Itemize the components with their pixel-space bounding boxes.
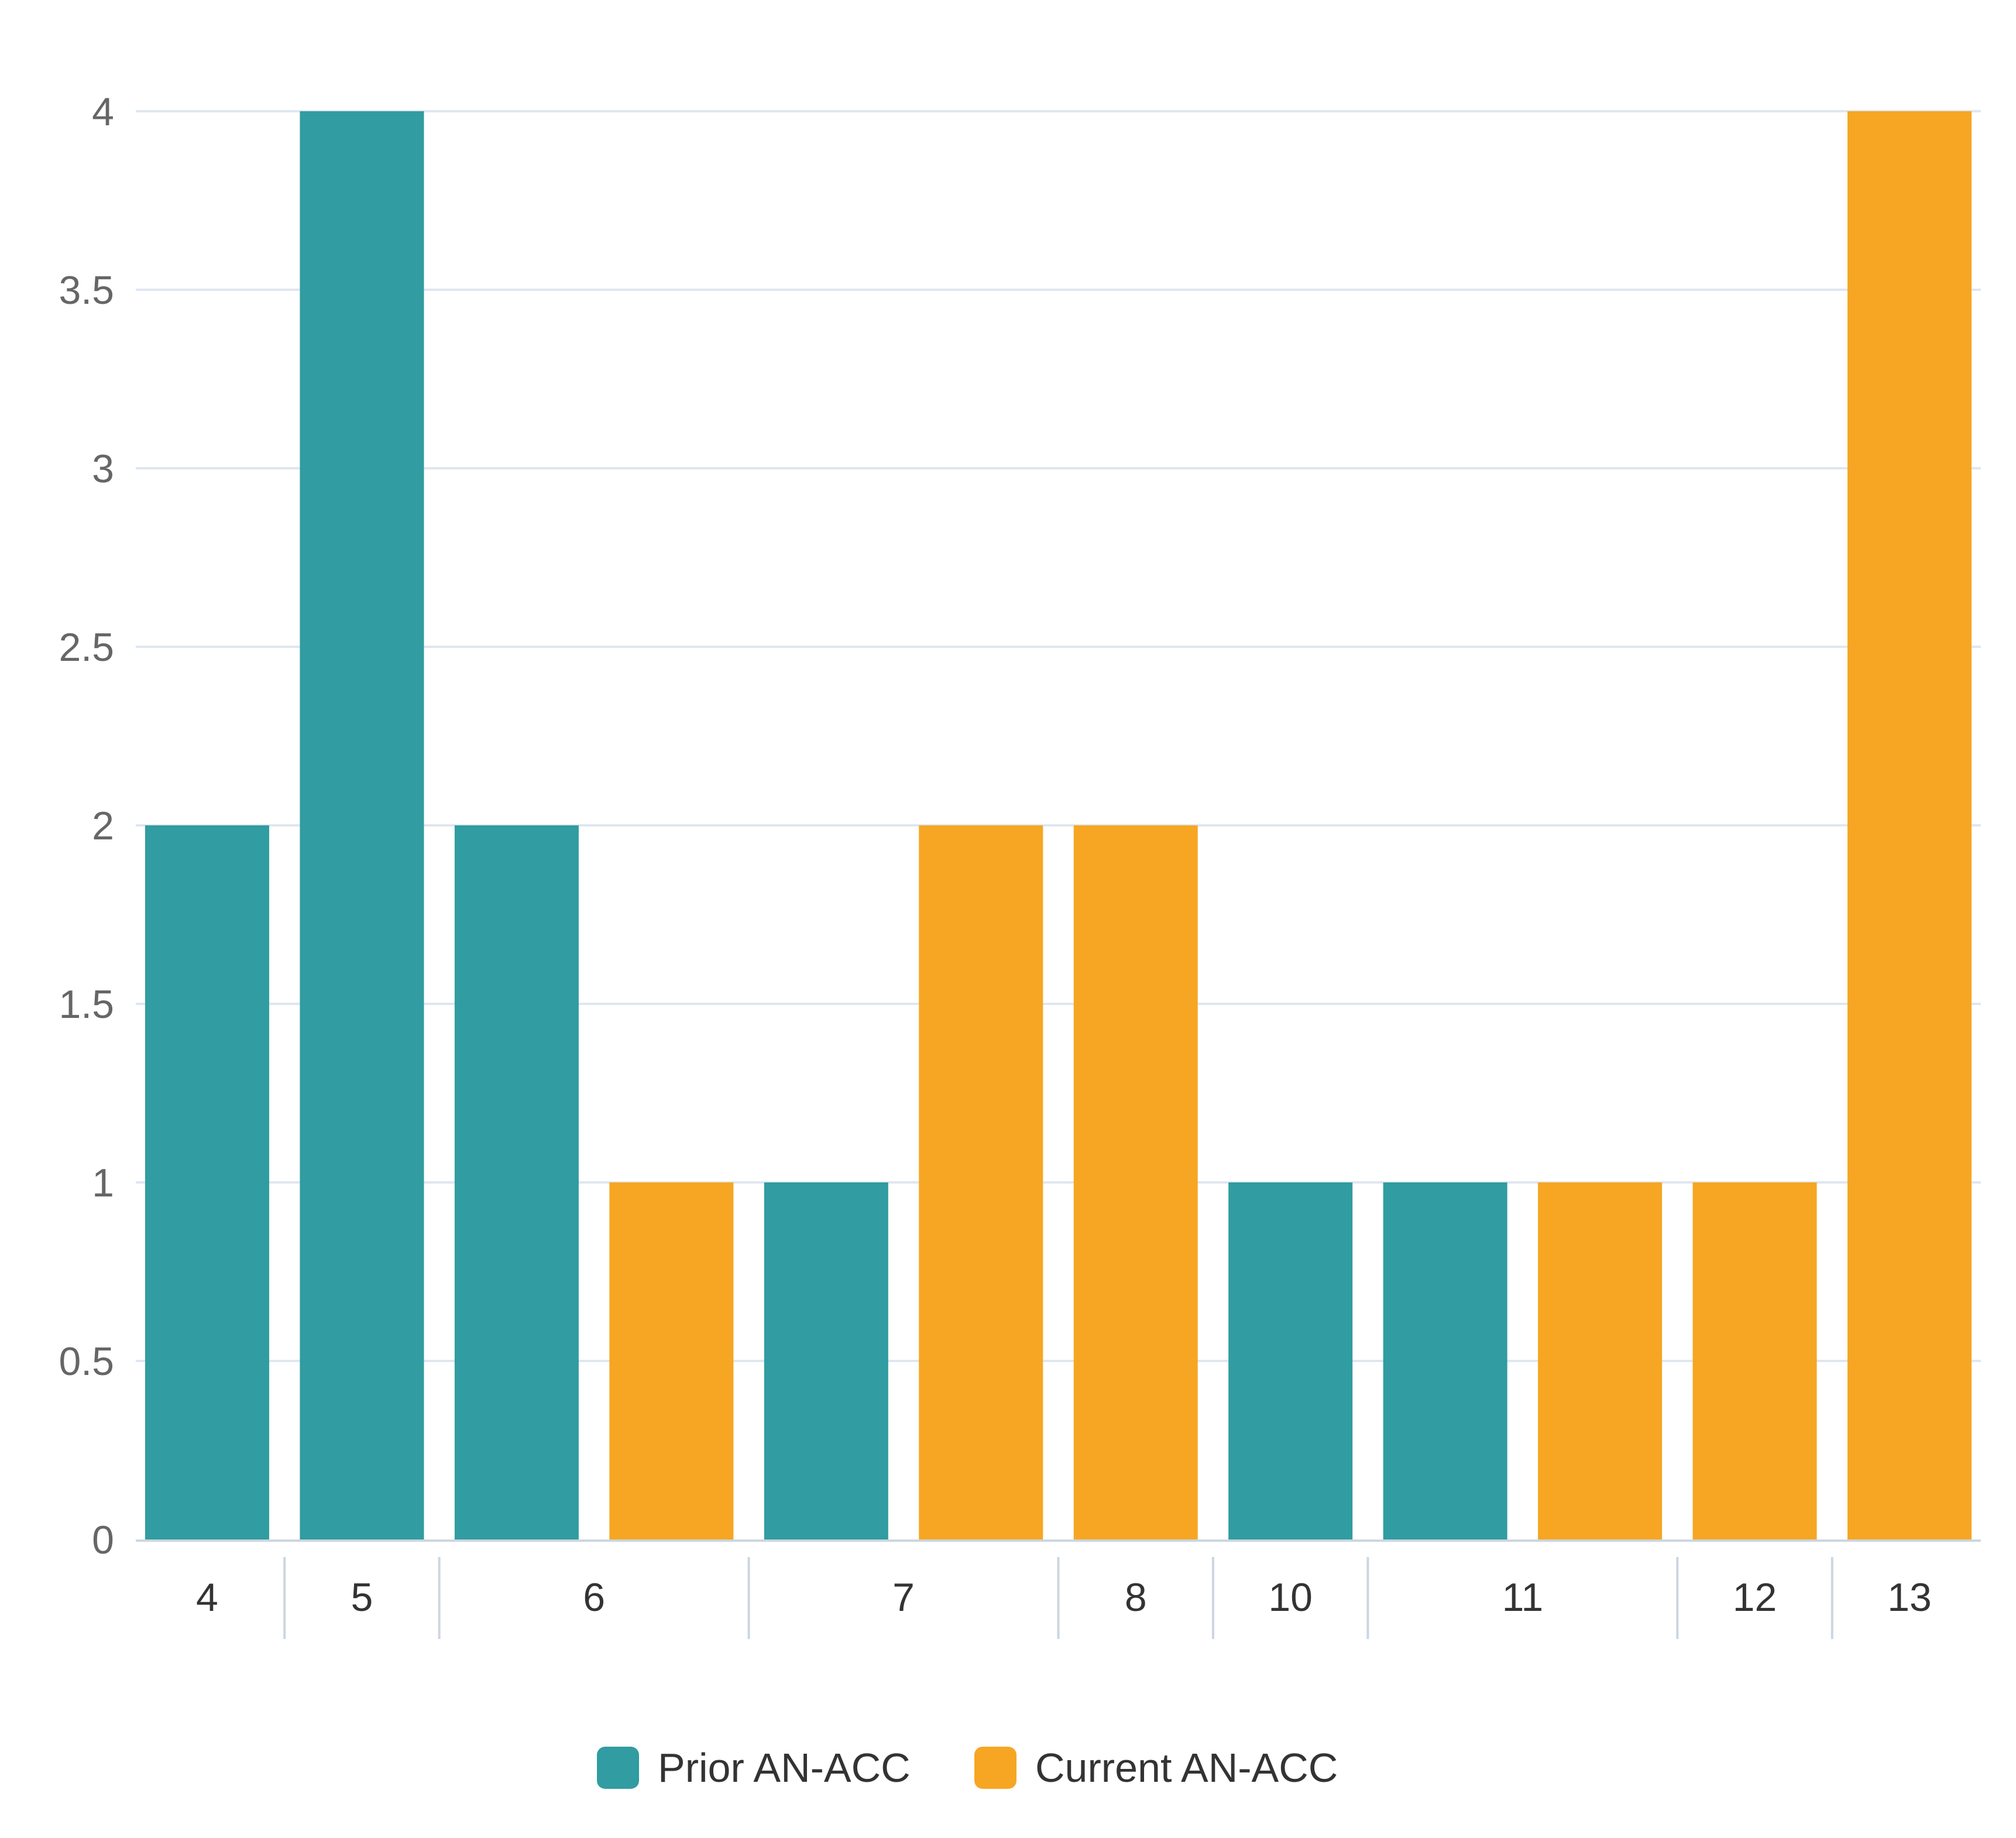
y-tick-label: 0 — [92, 1518, 114, 1562]
legend-swatch — [597, 1747, 639, 1789]
x-tick-label-5: 5 — [351, 1575, 373, 1620]
legend: Prior AN-ACC Current AN-ACC — [597, 1745, 1338, 1791]
y-axis: 0 0.5 1 1.5 2 2.5 3 3.5 4 — [59, 90, 114, 1562]
x-tick-label-11: 11 — [1502, 1575, 1544, 1620]
bar-current-an-acc-12[interactable] — [1692, 1182, 1817, 1539]
x-tick-label-12: 12 — [1733, 1575, 1777, 1620]
x-tick-label-10: 10 — [1268, 1575, 1313, 1620]
y-tick-label: 3 — [92, 447, 114, 491]
bars — [145, 111, 1972, 1539]
bar-prior-an-acc-6[interactable] — [454, 825, 579, 1539]
legend-label: Prior AN-ACC — [658, 1745, 911, 1791]
grid-layer — [136, 110, 1981, 1362]
bar-prior-an-acc-10[interactable] — [1228, 1182, 1353, 1539]
x-tick-label-7: 7 — [892, 1575, 915, 1620]
y-tick-label: 1 — [92, 1161, 114, 1205]
legend-item-prior-an-acc[interactable]: Prior AN-ACC — [597, 1745, 911, 1791]
legend-label: Current AN-ACC — [1035, 1745, 1338, 1791]
bar-current-an-acc-7[interactable] — [919, 825, 1043, 1539]
bar-current-an-acc-13[interactable] — [1847, 111, 1972, 1539]
x-tick-label-6: 6 — [583, 1575, 605, 1620]
y-tick-label: 2.5 — [59, 625, 114, 670]
legend-item-current-an-acc[interactable]: Current AN-ACC — [974, 1745, 1338, 1791]
y-tick-label: 4 — [92, 90, 114, 134]
x-tick-label-13: 13 — [1887, 1575, 1932, 1620]
bar-prior-an-acc-4[interactable] — [145, 825, 269, 1539]
bar-current-an-acc-6[interactable] — [609, 1182, 734, 1539]
y-tick-label: 1.5 — [59, 982, 114, 1027]
bar-current-an-acc-8[interactable] — [1073, 825, 1198, 1539]
bar-current-an-acc-11[interactable] — [1538, 1182, 1663, 1539]
y-tick-label: 0.5 — [59, 1339, 114, 1384]
bar-prior-an-acc-5[interactable] — [300, 111, 424, 1539]
x-tick-label-4: 4 — [196, 1575, 218, 1620]
bar-prior-an-acc-7[interactable] — [764, 1182, 888, 1539]
bar-prior-an-acc-11[interactable] — [1383, 1182, 1507, 1539]
x-tick-label-8: 8 — [1125, 1575, 1147, 1620]
legend-swatch — [974, 1747, 1016, 1789]
x-axis: 4 5 6 7 8 10 11 12 13 — [136, 1539, 1981, 1639]
y-tick-label: 3.5 — [59, 268, 114, 313]
y-tick-label: 2 — [92, 804, 114, 848]
